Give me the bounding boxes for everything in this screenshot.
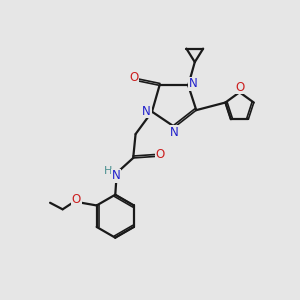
- Text: O: O: [236, 81, 245, 94]
- Text: O: O: [130, 71, 139, 84]
- Text: H: H: [104, 167, 112, 176]
- Text: N: N: [189, 77, 198, 90]
- Text: O: O: [155, 148, 164, 161]
- Text: O: O: [72, 193, 81, 206]
- Text: N: N: [170, 126, 179, 139]
- Text: N: N: [142, 105, 151, 118]
- Text: N: N: [112, 169, 121, 182]
